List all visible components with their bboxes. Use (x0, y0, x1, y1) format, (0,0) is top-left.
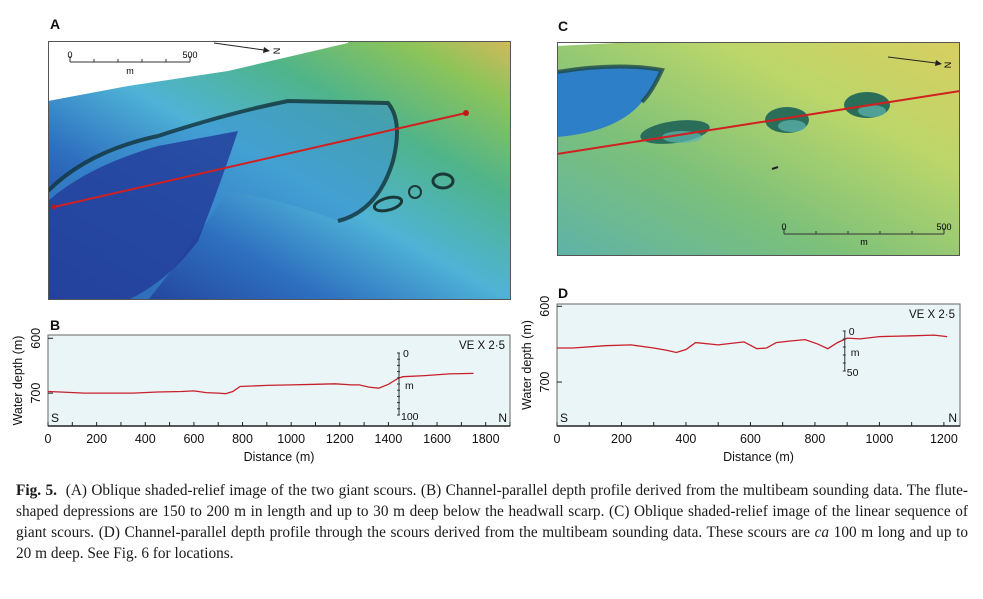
x-tick-label: 200 (611, 432, 632, 446)
panel-label-b: B (50, 317, 61, 333)
scale-start: 0 (781, 222, 786, 232)
x-axis-label: Distance (m) (723, 450, 794, 464)
caption-text-2: 100 m long and up to 20 m deep. See Fig.… (16, 524, 968, 562)
north-arrow-icon (935, 60, 942, 66)
y-tick-label: 600 (29, 328, 43, 349)
chart-d-depth-profile: 0 200 400 600 800 1000 1200 600 700 Distance (m) W… (520, 296, 961, 464)
north-label: N (948, 411, 957, 425)
caption-text-1: (A) Oblique shaded-relief image of the t… (16, 482, 968, 541)
scale-unit: m (126, 66, 134, 76)
scale-bar-bottom: 50 (847, 367, 859, 379)
x-tick-label: 800 (804, 432, 825, 446)
panel-label-a: A (50, 16, 61, 32)
south-label: S (51, 411, 59, 425)
svg-text:N: N (272, 48, 282, 55)
scale-start: 0 (67, 50, 72, 60)
x-tick-label: 400 (135, 432, 156, 446)
scale-bar-top: 0 (403, 348, 409, 360)
profile-line (557, 90, 960, 155)
x-tick-label: 600 (740, 432, 761, 446)
depth-profile-line (47, 372, 474, 395)
figure-caption: Fig. 5. (A) Oblique shaded-relief image … (16, 480, 968, 564)
scour-2 (48, 131, 238, 300)
scale-bar-top: 0 (849, 326, 855, 338)
scale-bar-unit: m (851, 347, 860, 359)
vertical-exaggeration-label: VE X 2·5 (909, 309, 955, 321)
scale-end: 500 (936, 222, 951, 232)
south-label: S (560, 411, 568, 425)
scale-unit: m (860, 237, 868, 247)
scale-end: 500 (182, 50, 197, 60)
profile-line (53, 112, 467, 208)
north-label: N (498, 411, 507, 425)
y-tick-label: 700 (29, 383, 43, 404)
scale-bar-unit: m (405, 380, 414, 392)
y-axis-label: Water depth (m) (11, 336, 25, 426)
y-axis-label: Water depth (m) (520, 320, 534, 410)
panel-label-c: C (558, 18, 569, 34)
panel-a-relief-image (48, 41, 511, 300)
north-arrow-icon (263, 47, 270, 53)
panel-a-north-arrow: N (213, 42, 282, 55)
panel-c-relief-image (557, 42, 960, 256)
x-tick-label: 1000 (865, 432, 893, 446)
plot-area (556, 303, 961, 427)
x-tick-label: 1600 (423, 432, 451, 446)
vertical-exaggeration-label: VE X 2·5 (459, 340, 505, 352)
panel-c-north-arrow: N (887, 56, 953, 69)
caption-italic: ca (814, 524, 830, 541)
panel-c-scale-bar: 0 500 m (781, 222, 951, 247)
chart-b-depth-profile: 0 200 400 600 800 1000 1200 1400 1600 1800600700D… (11, 328, 511, 464)
no-data-area (48, 41, 348, 101)
x-tick-label: 1200 (930, 432, 958, 446)
x-axis-label: Distance (m) (244, 450, 315, 464)
x-tick-label: 400 (676, 432, 697, 446)
small-scour (431, 172, 455, 190)
x-tick-label: 800 (232, 432, 253, 446)
panel-label-d: D (558, 285, 569, 301)
x-tick-label: 1800 (472, 432, 500, 446)
y-tick-label: 600 (538, 296, 552, 317)
y-tick-label: 700 (538, 372, 552, 393)
channel-floor (557, 66, 662, 137)
x-tick-label: 1000 (277, 432, 305, 446)
x-tick-label: 1200 (326, 432, 354, 446)
x-tick-label: 1400 (375, 432, 403, 446)
caption-fig-label: Fig. 5. (16, 482, 57, 499)
depth-profile-line (557, 334, 948, 354)
plot-area (47, 334, 511, 427)
svg-text:N: N (943, 62, 953, 69)
x-tick-label: 600 (183, 432, 204, 446)
scale-bar-bottom: 100 (401, 411, 419, 423)
panel-a-scale-bar: 0 500 m (67, 50, 197, 76)
x-tick-label: 200 (86, 432, 107, 446)
x-tick-label: 0 (45, 432, 52, 446)
x-tick-label: 0 (554, 432, 561, 446)
